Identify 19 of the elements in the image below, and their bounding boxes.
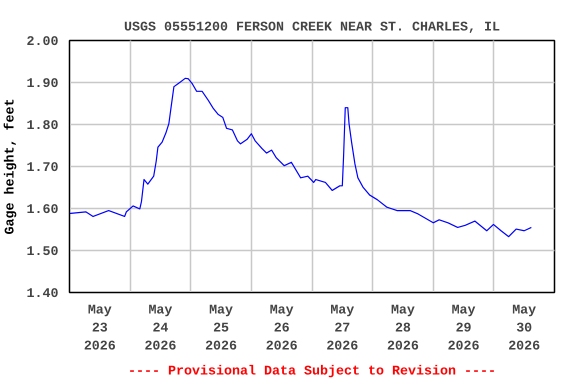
y-tick-label: 1.40 [26, 287, 59, 302]
x-tick-label: May 23 2026 [84, 304, 116, 354]
line-series [70, 78, 532, 238]
x-tick-label: May 27 2026 [326, 304, 358, 354]
y-tick-label: 1.70 [26, 161, 59, 176]
x-tick-label: May 29 2026 [448, 304, 480, 354]
text: ---- Provisional Data Subject to Revision ---- [128, 364, 496, 380]
y-tick-label: 1.90 [26, 77, 59, 92]
x-tick-label: May 24 2026 [144, 304, 176, 354]
x-tick-label: May 28 2026 [386, 304, 419, 354]
y-tick-label: 1.80 [26, 119, 59, 134]
x-tick-label: May 26 2026 [266, 304, 298, 354]
y-axis-title: Gage height, feet [4, 98, 19, 234]
x-tick-label: May 30 2026 [508, 304, 540, 354]
y-tick-label: 1.50 [26, 245, 59, 260]
chart-title: USGS 05551200 FERSON CREEK NEAR ST. CHARLES, IL [124, 20, 500, 36]
y-tick-label: 2.00 [26, 35, 59, 50]
y-tick-label: 1.60 [26, 203, 59, 218]
x-tick-label: May 25 2026 [205, 304, 238, 354]
